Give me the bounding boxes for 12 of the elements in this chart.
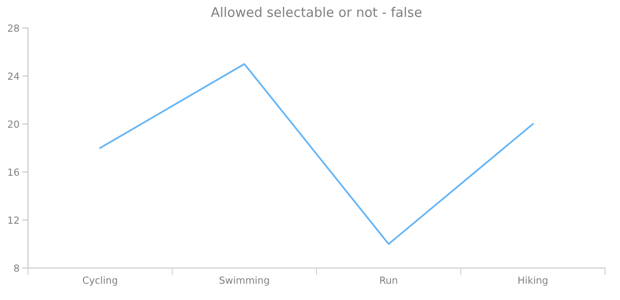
x-tick-label: Run bbox=[380, 276, 398, 284]
y-tick-label: 20 bbox=[8, 120, 20, 128]
y-tick-label: 28 bbox=[8, 24, 19, 32]
chart-title: Allowed selectable or not - false bbox=[210, 6, 422, 18]
y-tick-label: 24 bbox=[8, 72, 20, 80]
y-tick-label: 12 bbox=[8, 216, 19, 224]
y-tick-label: 16 bbox=[8, 168, 20, 176]
x-tick-label: Hiking bbox=[518, 276, 548, 286]
y-tick-label: 8 bbox=[14, 264, 19, 272]
x-tick-label: Cycling bbox=[82, 276, 118, 286]
x-tick-label: Swimming bbox=[220, 276, 269, 286]
line-series bbox=[99, 63, 534, 245]
